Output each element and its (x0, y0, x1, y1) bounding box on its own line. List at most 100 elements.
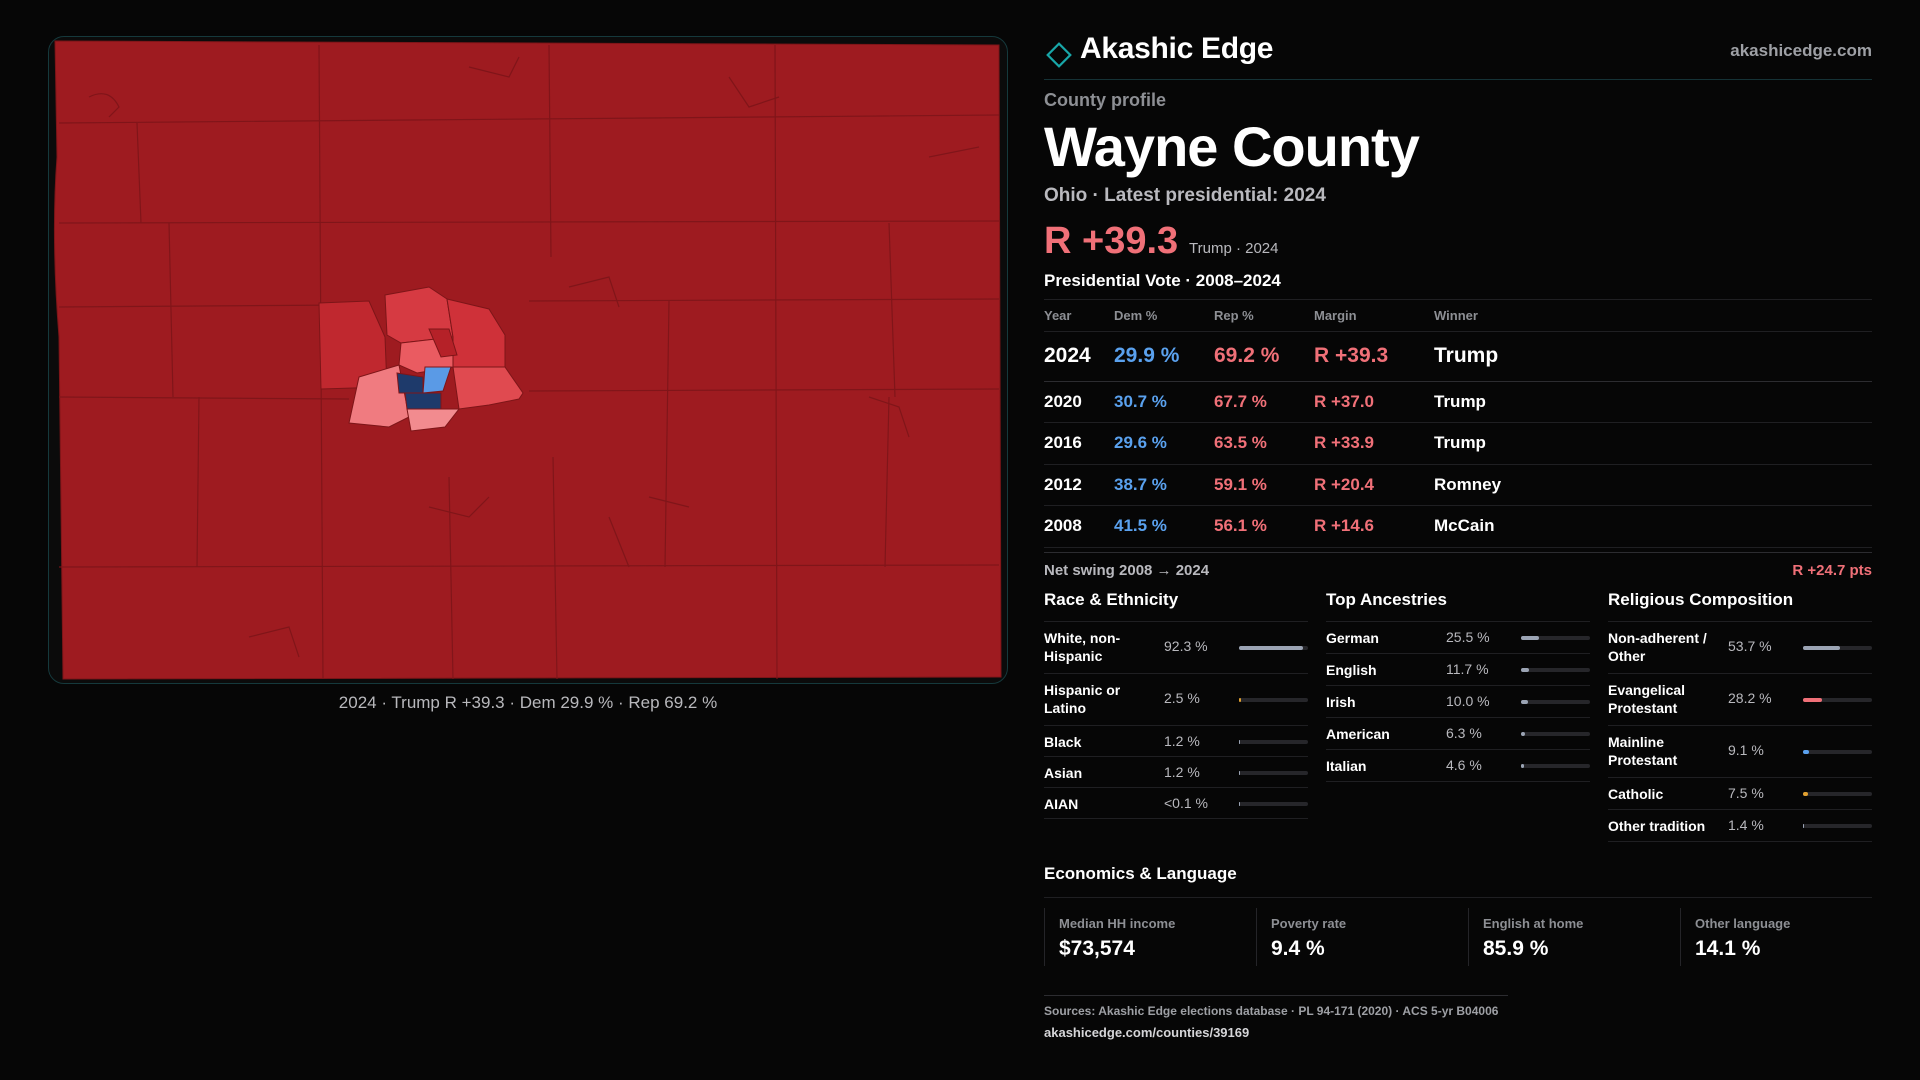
ancestry-title: Top Ancestries (1326, 588, 1590, 622)
headline-margin-row: R +39.3 Trump · 2024 (1044, 219, 1872, 263)
col-header-dem: Dem % (1114, 300, 1214, 332)
race-share-fill (1239, 697, 1241, 702)
ancestry-share-bar (1521, 635, 1590, 640)
ancestry-label: German (1326, 629, 1379, 646)
religion-share-bar (1803, 697, 1872, 702)
county-shape (53, 40, 1002, 680)
presidential-vote-title: Presidential Vote · 2008–2024 (1044, 271, 1872, 300)
winner-cell: Trump (1434, 422, 1872, 465)
race-value: 2.5 % (1164, 689, 1200, 706)
county-profile-panel: Akashic Edge akashicedge.com County prof… (1044, 30, 1872, 848)
ancestry-row: German 25.5 % (1326, 622, 1590, 654)
ancestry-row: Irish 10.0 % (1326, 686, 1590, 718)
religion-label: Evangelical Protestant (1608, 681, 1686, 716)
table-header-row: Year Dem % Rep % Margin Winner (1044, 300, 1872, 332)
profile-eyebrow: County profile (1044, 90, 1166, 110)
metric-label: Poverty rate (1271, 916, 1347, 931)
precinct-west (318, 300, 388, 390)
economics-grid: Median HH income $73,574 Poverty rate 9.… (1044, 908, 1872, 984)
rep-cell: 69.2 % (1214, 331, 1314, 382)
metric-value: 85.9 % (1483, 937, 1549, 960)
religion-share-fill (1803, 749, 1810, 754)
year-cell: 2020 (1044, 381, 1114, 423)
race-share-fill (1239, 801, 1241, 806)
race-share-bar (1239, 697, 1308, 702)
margin-cell: R +33.9 (1314, 422, 1434, 465)
religion-title: Religious Composition (1608, 588, 1872, 622)
rep-cell: 67.7 % (1214, 381, 1314, 423)
ancestry-share-bar (1521, 731, 1590, 736)
margin-cell: R +37.0 (1314, 381, 1434, 423)
religion-label: Mainline Protestant (1608, 733, 1678, 768)
ancestry-row: English 11.7 % (1326, 654, 1590, 686)
religion-row: Evangelical Protestant 28.2 % (1608, 674, 1872, 726)
table-row: 2016 29.6 % 63.5 % R +33.9 Trump (1044, 422, 1872, 465)
metric-value: 9.4 % (1271, 937, 1325, 960)
precinct-core-west (396, 372, 424, 394)
religion-share-bar (1803, 749, 1872, 754)
ancestry-label: Irish (1326, 693, 1356, 710)
winner-cell: Trump (1434, 381, 1872, 423)
religion-share-bar (1803, 645, 1872, 650)
diamond-logo-icon (1046, 42, 1072, 68)
dem-cell: 38.7 % (1114, 464, 1214, 506)
brand-header: Akashic Edge akashicedge.com (1044, 30, 1872, 80)
race-share-bar (1239, 739, 1308, 744)
net-swing-label: Net swing 2008 → 2024 (1044, 561, 1210, 579)
race-row: Black 1.2 % (1044, 726, 1308, 757)
winner-cell: Romney (1434, 464, 1872, 506)
race-value: 92.3 % (1164, 637, 1208, 654)
brand-name: Akashic Edge (1080, 32, 1274, 65)
ancestry-label: Italian (1326, 757, 1367, 774)
race-label: AIAN (1044, 795, 1079, 812)
ancestry-row: Italian 4.6 % (1326, 750, 1590, 782)
race-ethnicity-column: Race & Ethnicity White, non-Hispanic 92.3… (1044, 588, 1308, 819)
race-row: Asian 1.2 % (1044, 757, 1308, 788)
precinct-core-south (404, 392, 442, 410)
net-swing-value: R +24.7 pts (1792, 561, 1872, 579)
religion-row: Mainline Protestant 9.1 % (1608, 726, 1872, 778)
religion-row: Catholic 7.5 % (1608, 778, 1872, 810)
urban-precincts (318, 286, 524, 432)
religion-share-fill (1803, 645, 1841, 650)
precinct-south (406, 408, 461, 432)
race-share-fill (1239, 739, 1241, 744)
other-language-card: Other language 14.1 % (1680, 908, 1872, 966)
sources-text: Sources: Akashic Edge elections database… (1044, 1004, 1499, 1018)
religion-value: 9.1 % (1728, 741, 1764, 758)
ancestry-share-fill (1521, 635, 1539, 640)
county-permalink[interactable]: akashicedge.com/counties/39169 (1044, 1025, 1250, 1040)
religion-share-bar (1803, 791, 1872, 796)
rep-cell: 56.1 % (1214, 505, 1314, 548)
precinct-map-svg (53, 40, 1002, 680)
demographics-section: Race & Ethnicity White, non-Hispanic 92.3… (1044, 588, 1872, 848)
race-value: 1.2 % (1164, 763, 1200, 780)
race-row: Hispanic or Latino 2.5 % (1044, 674, 1308, 726)
rep-cell: 63.5 % (1214, 422, 1314, 465)
religion-column: Religious Composition Non-adherent / Oth… (1608, 588, 1872, 842)
ancestry-value: 25.5 % (1446, 628, 1490, 645)
ancestry-column: Top Ancestries German 25.5 % English 11.7 %… (1326, 588, 1590, 782)
margin-cell: R +20.4 (1314, 464, 1434, 506)
township-boundaries (58, 44, 1000, 680)
dem-cell: 29.6 % (1114, 422, 1214, 465)
race-share-fill (1239, 770, 1241, 775)
headline-margin: R +39.3 (1044, 220, 1179, 262)
col-header-winner: Winner (1434, 300, 1872, 332)
ancestry-value: 10.0 % (1446, 692, 1490, 709)
ancestry-share-bar (1521, 667, 1590, 672)
brand-url-link[interactable]: akashicedge.com (1730, 41, 1872, 60)
table-row: 2008 41.5 % 56.1 % R +14.6 McCain (1044, 505, 1872, 548)
margin-cell: R +14.6 (1314, 505, 1434, 548)
col-header-margin: Margin (1314, 300, 1434, 332)
year-cell: 2008 (1044, 505, 1114, 548)
county-map[interactable] (48, 36, 1008, 684)
table-row: 2012 38.7 % 59.1 % R +20.4 Romney (1044, 464, 1872, 506)
dem-cell: 29.9 % (1114, 331, 1214, 382)
ancestry-label: American (1326, 725, 1390, 742)
religion-share-fill (1803, 791, 1809, 796)
ancestry-share-fill (1521, 763, 1525, 768)
col-header-rep: Rep % (1214, 300, 1314, 332)
year-cell: 2012 (1044, 464, 1114, 506)
metric-label: Median HH income (1059, 916, 1176, 931)
